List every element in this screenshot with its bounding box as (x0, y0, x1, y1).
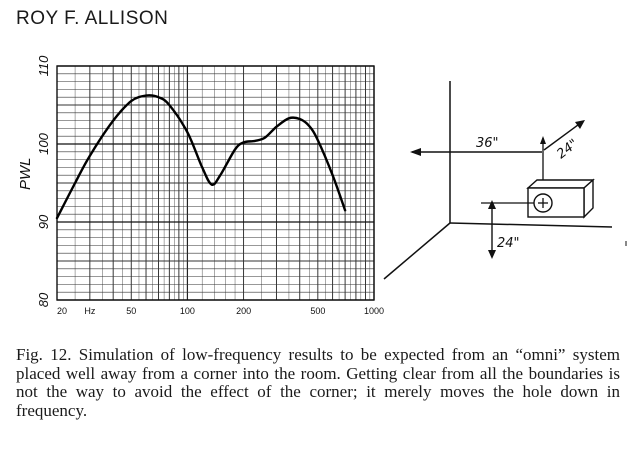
y-tick-label: 100 (36, 132, 51, 154)
dimension-vertical-arrowhead-up (488, 200, 496, 209)
speaker-box-front (527, 187, 585, 218)
x-tick-label: 1000 (364, 306, 384, 316)
dimension-36-arrowhead (410, 148, 421, 156)
author-header: ROY F. ALLISON (16, 8, 169, 29)
y-tick-label: 90 (36, 214, 51, 229)
y-tick-label: 80 (36, 292, 51, 307)
dimension-diagonal-line (543, 121, 583, 151)
y-axis-tick-labels: 80 90 100 110 (36, 55, 51, 307)
speaker-box (526, 178, 595, 219)
frequency-response-chart: 20 Hz 50 100 200 500 1000 80 90 100 110 PWL (17, 55, 384, 316)
x-axis-tick-labels: 20 Hz 50 100 200 500 1000 (57, 306, 384, 316)
floor-wall-edge (449, 222, 613, 228)
x-tick-label: 20 (57, 306, 67, 316)
response-curve (55, 94, 347, 220)
x-tick-label: 50 (126, 306, 136, 316)
x-tick-label: 100 (180, 306, 195, 316)
height-marker-arrowhead (540, 136, 546, 144)
plot-frame (56, 65, 375, 301)
y-axis-label: PWL (17, 157, 34, 190)
dimension-diagonal-arrowhead (575, 120, 585, 129)
figure: 20 Hz 50 100 200 500 1000 80 90 100 110 PWL 36" 2… (17, 55, 627, 316)
dimension-vertical-label: 24" (497, 236, 520, 251)
dimension-vertical-arrowhead-down (488, 250, 496, 259)
series-layer (55, 94, 347, 220)
floor-side-edge (383, 222, 451, 280)
placement-diagram: 36" 24" 24" (383, 81, 627, 280)
figure-caption: Fig. 12. Simulation of low-frequency res… (16, 345, 620, 420)
dimension-36-label: 36" (476, 136, 499, 151)
x-tick-label: 500 (310, 306, 325, 316)
speaker-box-top (526, 179, 595, 189)
y-tick-label: 110 (36, 55, 51, 76)
x-tick-label: 200 (236, 306, 251, 316)
x-tick-label: Hz (84, 306, 95, 316)
